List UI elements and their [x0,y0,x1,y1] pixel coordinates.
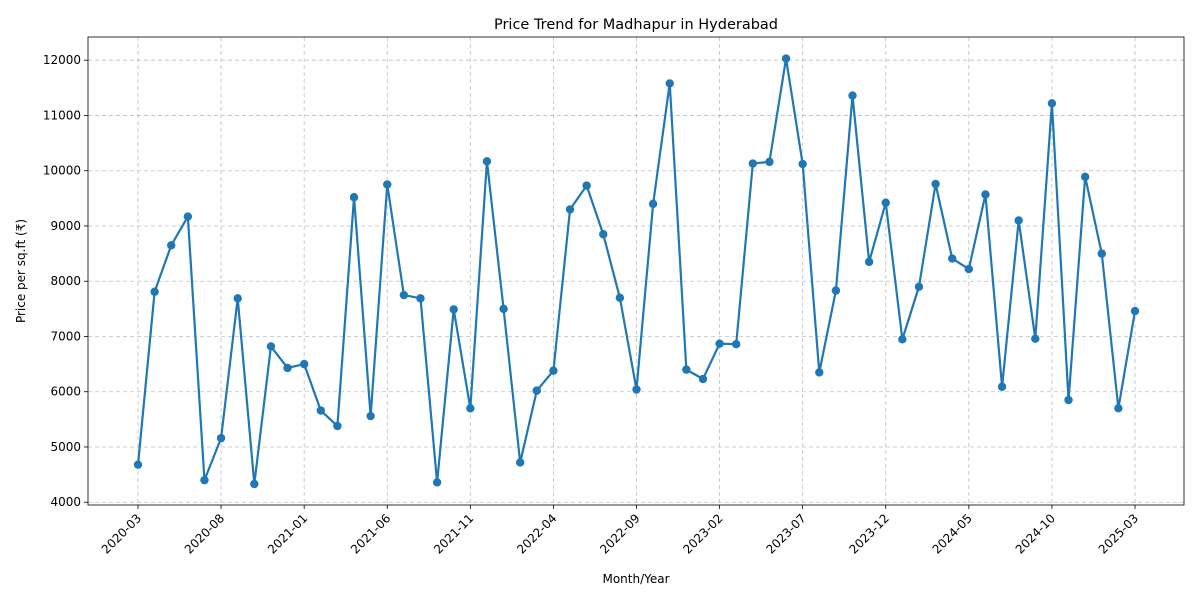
y-tick-label: 7000 [50,329,81,343]
x-axis-label: Month/Year [602,572,669,586]
data-point-2023-09 [831,286,841,295]
y-tick-label: 4000 [50,495,81,509]
data-point-2025-02 [1114,404,1123,413]
y-axis: 4000 5000 6000 7000 8000 9000 10000 11000 12000 [43,53,88,509]
data-point-2021-06 [383,180,392,189]
data-point-2024-08 [1014,216,1023,225]
data-point-2024-03 [931,179,940,189]
y-tick-label: 9000 [50,219,81,233]
data-point-2022-05 [565,205,575,214]
y-tick-label: 12000 [43,53,81,67]
data-point-2023-03 [732,340,741,349]
data-point-2020-05 [167,241,176,250]
data-point-2024-10 [1047,99,1057,108]
data-point-2024-04 [948,254,957,263]
data-point-2020-09 [233,294,242,303]
data-point-2020-12 [283,363,292,373]
data-point-2022-02 [515,458,525,467]
data-point-2022-07 [599,230,608,239]
grid-lines [88,37,1184,505]
data-point-2024-11 [1064,395,1073,405]
plot-frame [87,36,1185,506]
data-point-2020-07 [200,475,209,485]
data-point-2021-08 [416,294,425,303]
data-point-2023-10 [848,91,857,100]
data-point-2021-04 [349,193,359,202]
data-point-2020-11 [266,342,276,351]
chart-title: Price Trend for Madhapur in Hyderabad [494,17,778,33]
data-point-2024-06 [981,190,990,199]
data-point-2022-11 [665,79,674,88]
data-point-2023-11 [864,257,874,267]
data-point-2021-11 [466,404,475,413]
data-point-2025-03 [1130,306,1140,316]
data-point-2025-01 [1097,249,1106,258]
data-point-2021-10 [449,305,458,314]
data-point-2024-12 [1080,172,1090,181]
data-point-2022-10 [648,199,658,209]
data-point-2021-02 [316,406,325,415]
y-tick-label: 5000 [50,440,81,454]
data-point-2022-06 [582,181,591,190]
data-point-2023-02 [715,339,724,348]
y-tick-label: 11000 [43,108,81,122]
data-point-2024-02 [914,282,924,291]
y-axis-label: Price per sq.ft (₹) [14,219,28,323]
data-point-2021-03 [333,421,342,431]
data-point-2021-09 [432,478,442,487]
data-point-2022-01 [499,304,508,314]
y-tick-label: 8000 [50,274,81,288]
data-point-2022-04 [549,366,558,375]
y-tick-label: 6000 [50,385,81,399]
data-point-2020-08 [216,433,226,443]
data-point-2022-12 [682,365,691,374]
data-point-2023-05 [765,157,774,167]
data-point-2024-05 [964,264,974,274]
data-point-2022-09 [632,385,641,394]
data-point-2020-06 [183,212,193,221]
data-point-2023-08 [815,368,824,377]
series-layer [133,54,1140,489]
data-point-2023-07 [798,159,807,169]
data-point-2020-04 [150,287,159,296]
data-point-2021-07 [399,290,409,300]
data-point-2022-08 [615,293,625,302]
data-point-2020-10 [250,479,259,489]
data-point-2024-09 [1031,334,1040,343]
data-point-2020-03 [133,460,143,469]
data-point-2024-07 [997,382,1007,391]
data-point-2023-01 [698,374,708,384]
data-point-2024-01 [898,335,907,344]
y-tick-label: 10000 [43,164,81,178]
data-point-2021-05 [366,411,375,421]
data-point-2021-12 [482,157,492,166]
data-point-2023-12 [881,198,890,207]
data-point-2023-06 [781,54,791,63]
data-point-2022-03 [532,386,541,395]
data-point-2021-01 [299,359,309,369]
data-point-2023-04 [748,159,758,168]
